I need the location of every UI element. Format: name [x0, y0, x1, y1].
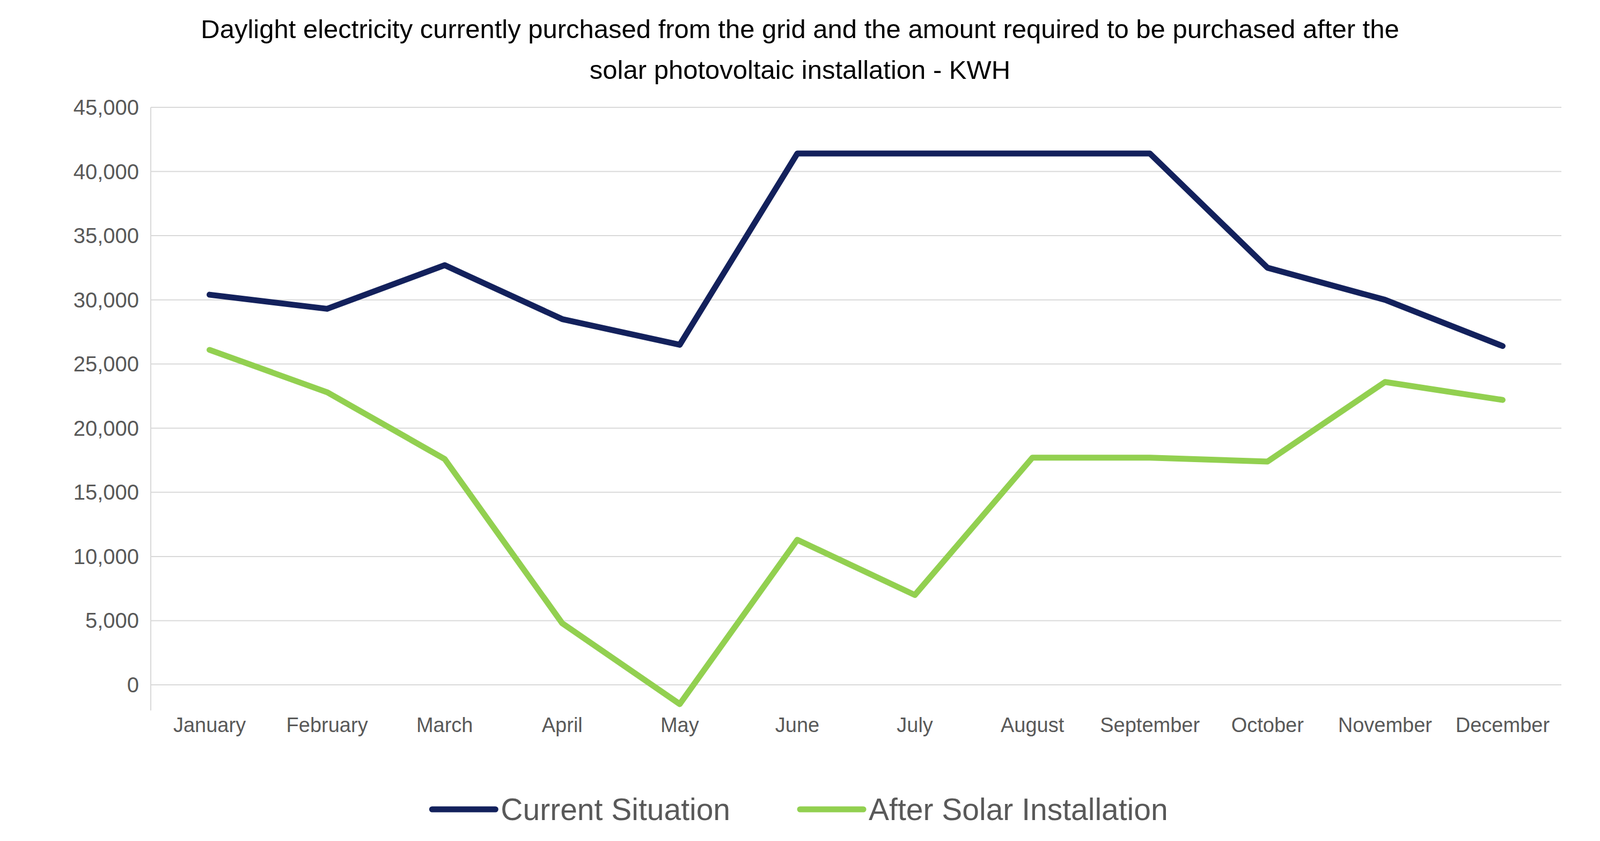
y-tick-label: 25,000: [73, 351, 139, 376]
x-tick-label: May: [660, 713, 700, 737]
x-tick-label: January: [173, 713, 246, 737]
x-tick-label: September: [1099, 713, 1200, 737]
grid-line: [150, 684, 1562, 686]
x-tick-label: December: [1455, 713, 1551, 737]
grid-line: [150, 171, 1562, 173]
legend-label: After Solar Installation: [868, 791, 1169, 827]
y-tick-label: 10,000: [73, 544, 139, 569]
y-tick-label: 15,000: [73, 480, 139, 504]
y-tick-label: 35,000: [73, 223, 139, 248]
y-tick-label: 0: [127, 672, 139, 697]
grid-line: [150, 555, 1562, 557]
grid-line: [150, 491, 1562, 493]
legend: Current Situation After Solar Installatio…: [431, 791, 1168, 827]
x-tick-label: April: [541, 713, 583, 737]
x-tick-label: August: [1000, 713, 1065, 737]
y-tick-label: 45,000: [73, 95, 139, 120]
chart-svg: 0 5,000 10,000 15,000 20,000 25,000 30,000 35,0…: [0, 0, 1600, 841]
series-line: [209, 349, 1503, 704]
x-tick-label: March: [416, 713, 474, 737]
legend-swatch: [800, 806, 864, 813]
grid-line: [150, 363, 1562, 365]
y-axis-line: [150, 107, 152, 711]
legend-label: Current Situation: [500, 791, 731, 827]
x-tick-label: July: [896, 713, 934, 737]
grid-line: [150, 235, 1562, 237]
y-tick-label: 5,000: [85, 608, 139, 633]
plot-area: [209, 153, 1503, 704]
series-line: [209, 153, 1503, 347]
grid-line: [150, 619, 1562, 621]
x-tick-label: October: [1231, 713, 1305, 737]
legend-swatch: [431, 806, 496, 813]
chart-title: Daylight electricity currently purchased…: [182, 8, 1418, 91]
x-tick-label: February: [286, 713, 369, 737]
grid-line: [150, 427, 1562, 429]
y-tick-label: 20,000: [73, 416, 139, 440]
y-tick-label: 40,000: [73, 159, 139, 184]
grid-line: [150, 299, 1562, 301]
x-tick-label: November: [1338, 713, 1433, 737]
y-tick-label: 30,000: [73, 288, 139, 312]
x-tick-label: June: [775, 713, 820, 737]
grid-line: [150, 106, 1562, 108]
